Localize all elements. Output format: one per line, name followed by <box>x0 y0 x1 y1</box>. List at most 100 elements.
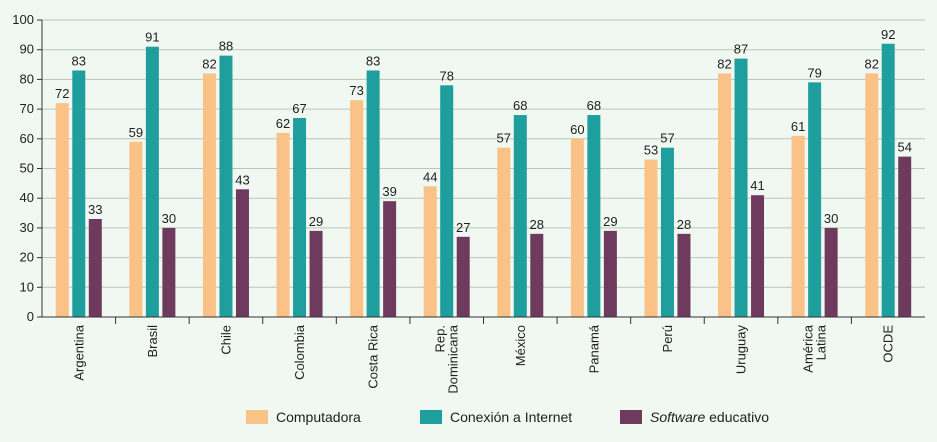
category-label-line: Dominicana <box>446 324 461 393</box>
bar-2-10 <box>824 227 838 317</box>
bar-2-3 <box>309 230 323 317</box>
bar-2-11 <box>898 156 912 317</box>
category-label-line: Perú <box>660 325 675 352</box>
value-label-2-7: 29 <box>603 214 617 229</box>
bar-0-6 <box>497 147 511 317</box>
bar-0-0 <box>55 103 69 317</box>
category-label-2: Chile <box>218 325 233 355</box>
y-tick-label-70: 70 <box>20 101 34 116</box>
value-label-0-3: 62 <box>276 116 290 131</box>
bar-2-6 <box>530 233 544 317</box>
bar-1-0 <box>72 70 86 318</box>
y-tick-label-90: 90 <box>20 42 34 57</box>
bar-2-2 <box>235 189 249 317</box>
axes <box>41 20 925 324</box>
value-label-0-7: 60 <box>570 122 584 137</box>
bar-2-0 <box>88 218 102 317</box>
category-label-6: México <box>513 325 528 366</box>
x-axis-labels: Argentina Brasil Chile Colombia Costa Rica Re… <box>71 324 895 393</box>
value-label-2-1: 30 <box>162 211 176 226</box>
bar-0-5 <box>423 186 437 317</box>
y-tick-label-80: 80 <box>20 71 34 86</box>
category-label-11: OCDE <box>881 325 896 363</box>
y-tick-label-100: 100 <box>12 12 34 27</box>
value-label-0-10: 61 <box>791 119 805 134</box>
bar-1-7 <box>587 115 601 317</box>
category-label-9: Uruguay <box>734 325 749 375</box>
category-label-line: América <box>801 324 816 372</box>
bar-2-9 <box>751 195 765 317</box>
category-label-line: OCDE <box>881 325 896 363</box>
value-label-0-2: 82 <box>202 56 216 71</box>
category-label-line: Brasil <box>145 325 160 358</box>
category-label-3: Colombia <box>292 324 307 380</box>
bar-0-2 <box>202 73 216 318</box>
value-label-1-4: 83 <box>366 53 380 68</box>
y-tick-label-0: 0 <box>27 309 34 324</box>
value-label-1-10: 79 <box>807 65 821 80</box>
value-label-0-6: 57 <box>497 131 511 146</box>
legend: Computadora Conexión a Internet Software e… <box>246 409 769 425</box>
value-label-1-2: 88 <box>219 39 233 54</box>
bar-0-9 <box>718 73 732 318</box>
bar-0-4 <box>350 100 364 317</box>
value-label-1-9: 87 <box>734 42 748 57</box>
y-tick-label-60: 60 <box>20 131 34 146</box>
value-label-1-5: 78 <box>439 68 453 83</box>
legend-label-1: Conexión a Internet <box>450 409 572 425</box>
category-label-4: Costa Rica <box>366 324 381 388</box>
bar-2-8 <box>677 233 691 317</box>
y-tick-label-20: 20 <box>20 250 34 265</box>
category-label-10: AméricaLatina <box>801 324 829 372</box>
value-label-0-4: 73 <box>349 83 363 98</box>
y-tick-label-10: 10 <box>20 279 34 294</box>
bar-2-5 <box>456 236 470 317</box>
category-label-1: Brasil <box>145 325 160 358</box>
bar-1-5 <box>440 85 454 317</box>
value-label-0-9: 82 <box>717 56 731 71</box>
legend-label-italic: Software <box>650 409 709 425</box>
bar-1-6 <box>513 115 527 317</box>
legend-label-rest: educativo <box>709 409 769 425</box>
bar-1-10 <box>808 82 822 318</box>
value-label-1-6: 68 <box>513 98 527 113</box>
value-label-2-11: 54 <box>897 140 911 155</box>
value-label-1-8: 57 <box>660 131 674 146</box>
bar-2-7 <box>603 230 617 317</box>
bars <box>55 43 912 318</box>
category-label-8: Perú <box>660 325 675 352</box>
category-label-line: México <box>513 325 528 366</box>
legend-swatch-2 <box>620 410 642 424</box>
y-tick-label-40: 40 <box>20 190 34 205</box>
value-label-2-8: 28 <box>677 217 691 232</box>
value-label-2-0: 33 <box>88 202 102 217</box>
y-axis-ticks: 0 10 20 30 40 50 60 70 80 90 100 <box>12 12 42 324</box>
category-label-7: Panamá <box>586 324 601 373</box>
value-label-1-3: 67 <box>292 101 306 116</box>
value-label-1-7: 68 <box>587 98 601 113</box>
bar-1-1 <box>145 46 159 317</box>
value-label-1-1: 91 <box>145 30 159 45</box>
category-label-line: Uruguay <box>734 325 749 375</box>
value-label-2-5: 27 <box>456 220 470 235</box>
bar-1-2 <box>219 55 233 317</box>
gridlines <box>42 19 925 288</box>
value-label-1-11: 92 <box>881 27 895 42</box>
bar-1-8 <box>660 147 674 317</box>
bar-0-3 <box>276 132 290 317</box>
bar-2-4 <box>383 201 397 317</box>
value-labels: 7283335991308288436267297383394478275768… <box>55 27 912 235</box>
value-label-2-2: 43 <box>235 172 249 187</box>
category-label-line: Colombia <box>292 324 307 380</box>
legend-label-2: Software educativo <box>650 409 769 425</box>
bar-0-8 <box>644 159 658 317</box>
category-label-0: Argentina <box>71 324 86 380</box>
value-label-2-4: 39 <box>382 184 396 199</box>
bar-0-1 <box>129 141 143 317</box>
value-label-0-11: 82 <box>864 56 878 71</box>
bar-1-11 <box>881 43 895 317</box>
bar-0-11 <box>865 73 879 318</box>
value-label-1-0: 83 <box>72 53 86 68</box>
category-label-line: Argentina <box>71 324 86 380</box>
value-label-2-9: 41 <box>750 178 764 193</box>
